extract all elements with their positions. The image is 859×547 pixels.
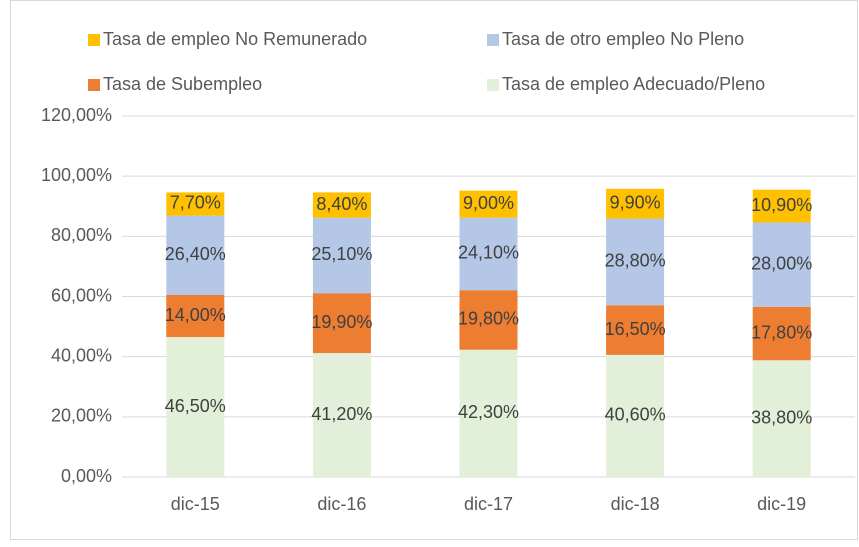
legend-label: Tasa de empleo Adecuado/Pleno [502, 74, 765, 94]
data-label: 19,90% [311, 312, 372, 332]
y-tick-label: 40,00% [51, 345, 112, 365]
bar-segment [459, 349, 518, 477]
data-label: 28,80% [605, 251, 666, 271]
data-label: 24,10% [458, 243, 519, 263]
legend-swatch [88, 79, 100, 91]
legend-label: Tasa de otro empleo No Pleno [502, 29, 744, 49]
y-tick-label: 100,00% [41, 165, 112, 185]
bar-segment [166, 192, 225, 216]
data-label: 41,20% [311, 404, 372, 424]
bar-segment [752, 360, 811, 477]
bar-segment [752, 189, 811, 223]
data-label: 28,00% [751, 253, 812, 273]
data-label: 16,50% [605, 319, 666, 339]
bar-segment [606, 188, 665, 219]
y-tick-label: 80,00% [51, 225, 112, 245]
legend-swatch [487, 34, 499, 46]
data-label: 7,70% [170, 193, 221, 213]
x-tick-label: dic-19 [757, 494, 806, 514]
bar-segment [606, 354, 665, 477]
data-label: 38,80% [751, 407, 812, 427]
bar-segment [459, 217, 518, 291]
data-label: 9,90% [610, 192, 661, 212]
bar-segment [312, 192, 371, 218]
data-label: 14,00% [165, 305, 226, 325]
legend-label: Tasa de Subempleo [103, 74, 262, 94]
y-tick-label: 0,00% [61, 466, 112, 486]
bar-segment [312, 293, 371, 354]
bar-segment [606, 305, 665, 355]
data-label: 17,80% [751, 322, 812, 342]
chart-border [10, 0, 858, 540]
y-tick-label: 120,00% [41, 105, 112, 125]
bar-segment [166, 215, 225, 295]
legend-label: Tasa de empleo No Remunerado [103, 29, 367, 49]
legend-swatch [487, 79, 499, 91]
bar-segment [312, 217, 371, 294]
data-label: 8,40% [316, 194, 367, 214]
data-label: 42,30% [458, 402, 519, 422]
bar-segment [459, 190, 518, 218]
bar-segment [752, 306, 811, 361]
bar-segment [312, 353, 371, 477]
bar-segment [459, 290, 518, 350]
legend-swatch [88, 34, 100, 46]
data-label: 46,50% [165, 396, 226, 416]
data-label: 26,40% [165, 244, 226, 264]
bar-segment [606, 218, 665, 306]
bar-segment [166, 294, 225, 338]
bar-segment [166, 337, 225, 477]
data-label: 10,90% [751, 195, 812, 215]
data-label: 25,10% [311, 244, 372, 264]
x-tick-label: dic-16 [317, 494, 366, 514]
data-label: 40,60% [605, 405, 666, 425]
y-tick-label: 60,00% [51, 285, 112, 305]
data-label: 9,00% [463, 193, 514, 213]
x-tick-label: dic-15 [171, 494, 220, 514]
data-label: 19,80% [458, 309, 519, 329]
y-tick-label: 20,00% [51, 406, 112, 426]
x-tick-label: dic-17 [464, 494, 513, 514]
x-tick-label: dic-18 [611, 494, 660, 514]
bar-segment [752, 222, 811, 307]
